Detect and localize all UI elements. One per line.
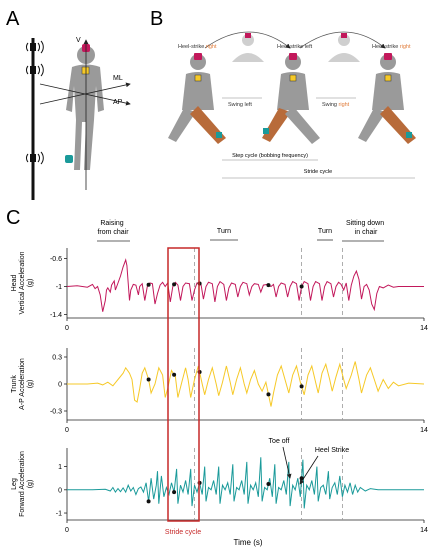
walking-head-sensor-icon: [384, 53, 392, 60]
y-tick-label: -1: [56, 284, 62, 291]
walking-leg-sensor-icon: [216, 132, 222, 138]
walking-person-icon: [262, 54, 320, 144]
y-tick-label: -0.3: [50, 409, 62, 416]
y-tick-label: 0: [58, 487, 62, 494]
x-tick-label: 0: [65, 325, 69, 332]
axis-label-v: V: [76, 37, 81, 44]
y-axis-label: TrunkA-P Acceleration(g): [11, 358, 34, 410]
y-tick-label: -1: [56, 511, 62, 518]
event-dot: [299, 284, 304, 289]
walking-head-sensor-icon: [289, 53, 297, 60]
walking-trunk-sensor-icon: [384, 74, 392, 82]
leg-sensor-icon: [65, 155, 73, 163]
stride-cycle-label-b: Stride cycle: [304, 169, 332, 175]
event-dot: [299, 476, 304, 481]
event-dot: [266, 482, 271, 486]
y-tick-label: 0: [58, 382, 62, 389]
wireless-sensor-icon: [26, 151, 44, 165]
step-cycle-label: Step cycle (bobbing frequency): [232, 153, 308, 159]
axis-label-ml: ML: [113, 75, 123, 82]
event-dot: [266, 392, 271, 397]
ghost-head-sensor-icon: [245, 33, 251, 38]
panel-c: C Raising from chair Turn Turn Sitting d…: [6, 207, 428, 547]
chart-trunk: 0.3 0 -0.3 0 14 TrunkA-P Acceleration(g): [11, 348, 428, 434]
event-dot: [146, 282, 151, 287]
y-axis-label: LegForward Acceleration(g): [11, 451, 34, 517]
stride-cycle-label-c: Stride cycle: [165, 529, 201, 536]
event-dot: [146, 377, 151, 382]
heel-strike-label-2: Heel-strike left: [277, 44, 313, 50]
walking-head-sensor-icon: [194, 53, 202, 60]
walking-leg-sensor-icon: [263, 128, 269, 134]
panel-c-letter: C: [6, 207, 20, 229]
y-axis-label: HeadVertical Acceleration(g): [11, 251, 34, 314]
heel-strike-label-3: Heel-strike right: [372, 44, 411, 50]
toe-off-arrow: [282, 446, 292, 479]
series-line-trunk: [67, 361, 425, 407]
standing-person-icon: [66, 46, 104, 170]
event-dot: [146, 499, 151, 504]
heel-strike-arrow: [299, 455, 319, 485]
heel-strike-label-1: Heel-strike right: [178, 44, 217, 50]
annotation-turn-2: Turn: [318, 228, 332, 235]
event-dot: [172, 372, 177, 377]
annotation-toe-off: Toe off: [269, 438, 290, 445]
event-dot: [172, 490, 177, 495]
x-tick-label: 0: [65, 427, 69, 434]
axis-label-ap: AP: [113, 99, 123, 106]
annotation-sitting: Sitting down in chair: [346, 220, 386, 236]
transition-arrow-1: [204, 31, 291, 49]
walking-trunk-sensor-icon: [194, 74, 202, 82]
chart-head: -0.6 -1 -1.40 14 HeadVertical Acceleration(g…: [11, 248, 428, 332]
swing-label-1: Swing left: [228, 102, 252, 108]
annotation-turn-1: Turn: [217, 228, 231, 235]
trunk-sensor-icon: [81, 66, 90, 75]
y-tick-label: -0.6: [50, 256, 62, 263]
chart-leg: 1 0 -1 0 14 LegForward Acceleration(g): [11, 448, 428, 534]
walking-person-icon: [168, 54, 226, 144]
wireless-sensor-icon: [26, 40, 44, 54]
series-line-head: [66, 258, 424, 312]
y-tick-label: -1.4: [50, 312, 62, 319]
x-tick-label: 14: [420, 325, 428, 332]
annotation-heel-strike: Heel Strike: [315, 447, 349, 454]
ap-axis-arrow: [39, 83, 131, 106]
series-line-leg: [67, 457, 424, 509]
y-tick-label: 0.3: [52, 355, 62, 362]
walking-leg-sensor-icon: [406, 132, 412, 138]
event-dot: [172, 282, 177, 287]
panel-a: A V: [6, 8, 131, 200]
x-tick-label: 14: [420, 527, 428, 534]
panel-b: B Heel-strike right Heel-strike left Hee…: [150, 8, 416, 179]
x-tick-label: 0: [65, 527, 69, 534]
panel-a-letter: A: [6, 8, 20, 30]
panel-b-letter: B: [150, 8, 163, 30]
event-dot: [299, 384, 304, 389]
ghost-head-sensor-icon: [341, 33, 347, 38]
walking-person-icon: [358, 54, 416, 144]
x-axis-label: Time (s): [233, 538, 262, 547]
swing-label-2: Swing right: [322, 102, 350, 108]
wireless-sensor-icon: [26, 63, 44, 77]
annotation-raising: Raising from chair: [97, 220, 129, 236]
y-tick-label: 1: [58, 464, 62, 471]
walking-trunk-sensor-icon: [289, 74, 297, 82]
stride-cycle-highlight-box: [167, 247, 200, 522]
transition-arrow-2: [299, 31, 386, 49]
event-dot: [266, 283, 271, 288]
x-tick-label: 14: [420, 427, 428, 434]
